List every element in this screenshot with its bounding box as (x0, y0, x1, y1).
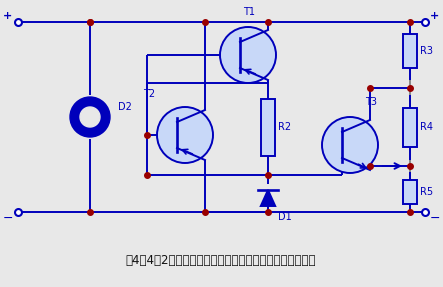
Text: D1: D1 (278, 212, 292, 222)
Circle shape (70, 97, 110, 137)
Bar (403, 34, 417, 68)
Bar (403, 180, 417, 204)
Text: +: + (431, 11, 439, 21)
Bar (403, 108, 417, 147)
Circle shape (157, 107, 213, 163)
Text: 图4－4－2：使用恒流二极管的串联负反馈稳压电源电路图: 图4－4－2：使用恒流二极管的串联负反馈稳压电源电路图 (126, 253, 316, 267)
Text: R3: R3 (420, 46, 433, 56)
Bar (261, 99, 275, 156)
Circle shape (322, 117, 378, 173)
Text: −: − (430, 212, 440, 224)
Circle shape (220, 27, 276, 83)
Circle shape (80, 107, 100, 127)
Text: R5: R5 (420, 187, 433, 197)
Text: +: + (4, 11, 12, 21)
Polygon shape (261, 190, 275, 206)
Text: T3: T3 (365, 97, 377, 107)
Text: T2: T2 (143, 89, 155, 99)
Text: R4: R4 (420, 123, 433, 133)
Text: −: − (3, 212, 13, 224)
Text: D2: D2 (118, 102, 132, 112)
Text: T1: T1 (243, 7, 255, 17)
Text: R2: R2 (278, 123, 291, 133)
